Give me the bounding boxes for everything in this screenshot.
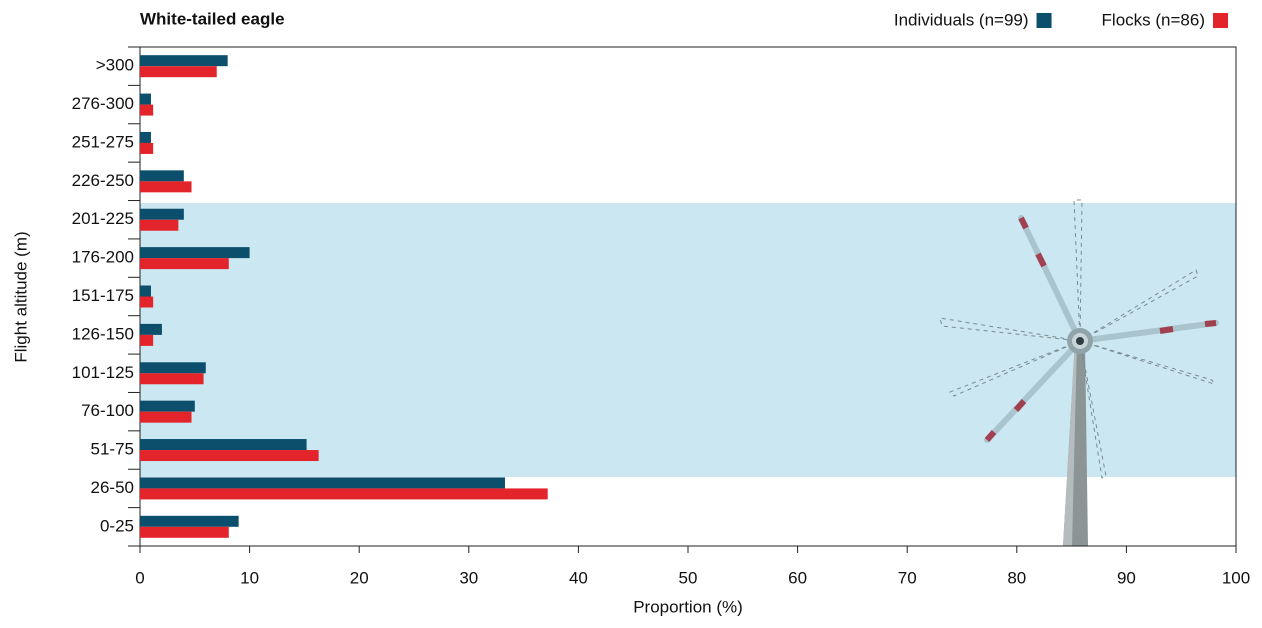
bar [140, 477, 505, 489]
bar [140, 373, 204, 385]
x-tick-label: 0 [135, 568, 144, 587]
rotor-zone [140, 203, 1236, 477]
y-tick-label: 126-150 [72, 324, 134, 343]
y-tick-label: 51-75 [91, 440, 134, 459]
x-tick-label: 10 [240, 568, 259, 587]
y-tick-label: >300 [96, 56, 134, 75]
x-tick-label: 80 [1007, 568, 1026, 587]
y-tick-label: 176-200 [72, 248, 134, 267]
bar [140, 334, 154, 346]
bar [140, 131, 151, 143]
y-tick-label: 26-50 [91, 478, 134, 497]
y-tick-label: 251-275 [72, 132, 134, 151]
x-tick-label: 90 [1117, 568, 1136, 587]
bar [140, 439, 307, 451]
bar [140, 55, 228, 67]
bar [140, 247, 250, 259]
x-tick-label: 60 [788, 568, 807, 587]
bar [140, 285, 151, 297]
bar [140, 450, 319, 462]
bar [140, 142, 154, 154]
bar [140, 258, 229, 270]
bar [140, 181, 192, 193]
bar [140, 66, 217, 78]
y-tick-label: 226-250 [72, 171, 134, 190]
x-tick-label: 20 [350, 568, 369, 587]
y-tick-label: 276-300 [72, 94, 134, 113]
legend-swatch [1036, 13, 1052, 28]
bar [140, 93, 151, 105]
bar [140, 219, 179, 231]
bar [140, 362, 206, 374]
y-tick-label: 201-225 [72, 209, 134, 228]
x-tick-label: 30 [459, 568, 478, 587]
bar [140, 323, 162, 335]
bar [140, 170, 184, 182]
x-axis-label: Proportion (%) [633, 597, 743, 616]
bar [140, 515, 239, 527]
y-tick-label: 101-125 [72, 363, 134, 382]
legend-label: Individuals (n=99) [894, 10, 1029, 29]
bar [140, 400, 195, 412]
bar [140, 104, 154, 116]
x-tick-label: 50 [679, 568, 698, 587]
bar [140, 208, 184, 220]
bar [140, 488, 548, 500]
wind-turbine [939, 199, 1219, 546]
bar [140, 526, 229, 538]
y-axis-label: Flight altitude (m) [11, 231, 30, 362]
x-tick-label: 70 [898, 568, 917, 587]
chart-title: White-tailed eagle [140, 9, 285, 28]
x-tick-label: 100 [1222, 568, 1250, 587]
bar [140, 411, 192, 423]
y-tick-label: 76-100 [81, 401, 134, 420]
x-tick-label: 40 [569, 568, 588, 587]
legend-label: Flocks (n=86) [1102, 10, 1205, 29]
y-tick-label: 151-175 [72, 286, 134, 305]
y-tick-label: 0-25 [100, 516, 134, 535]
legend-swatch [1213, 13, 1228, 28]
bar [140, 296, 154, 308]
